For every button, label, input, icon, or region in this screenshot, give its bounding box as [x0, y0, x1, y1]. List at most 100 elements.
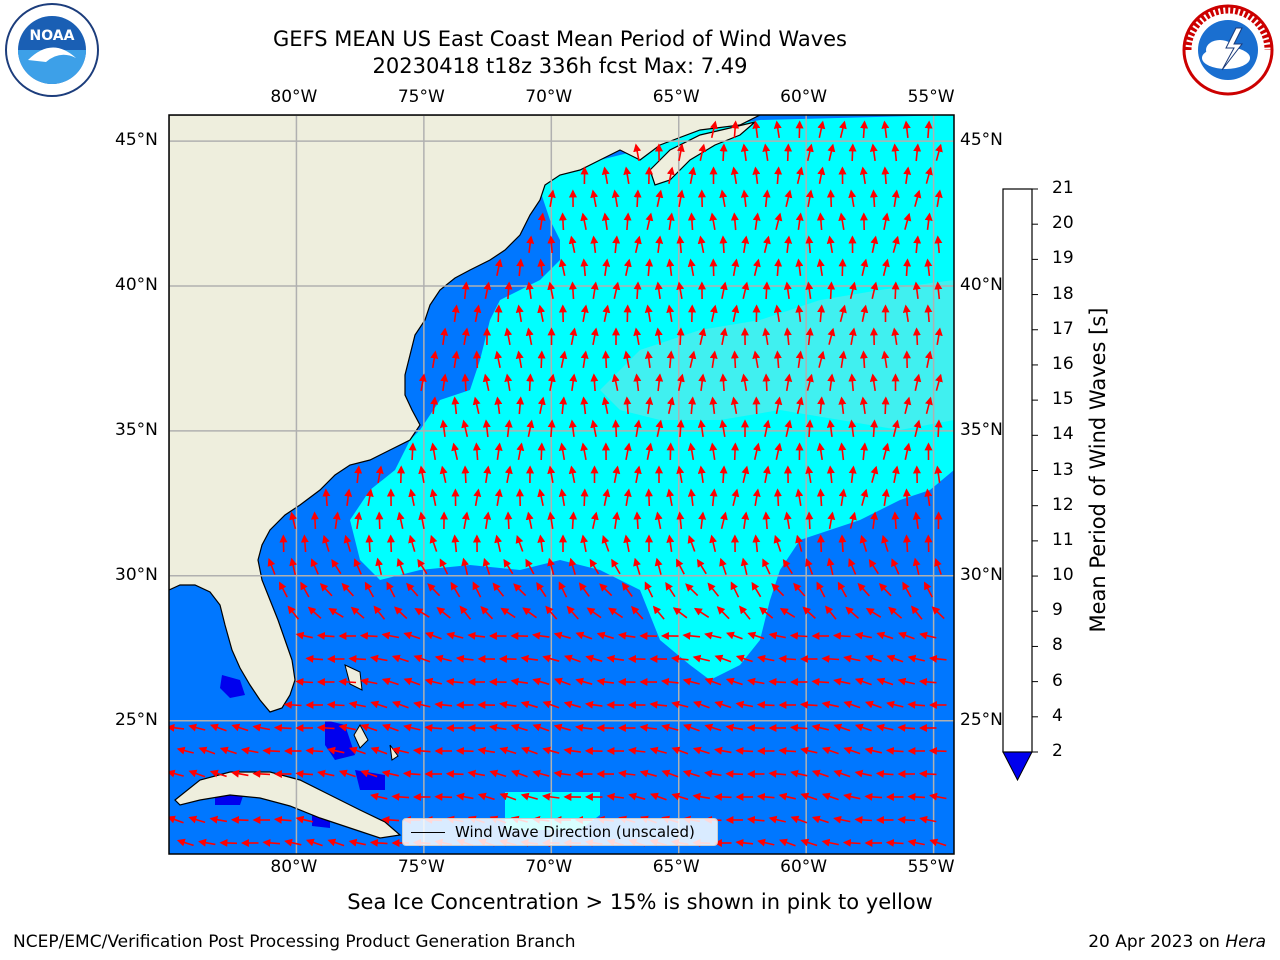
wind-wave-arrow — [417, 558, 428, 575]
wind-wave-arrow — [924, 258, 933, 276]
lat-tick-label-right: 45°N — [960, 130, 1003, 151]
wind-wave-arrow — [854, 631, 872, 640]
wind-wave-arrow — [924, 212, 933, 231]
wind-wave-arrow — [826, 557, 835, 575]
wind-wave-arrow — [826, 419, 835, 438]
wind-wave-arrow — [338, 677, 357, 686]
wind-wave-arrow — [654, 557, 663, 575]
wind-wave-arrow — [558, 581, 568, 598]
wind-wave-arrow — [537, 258, 546, 276]
legend: Wind Wave Direction (unscaled) — [402, 818, 718, 846]
wind-wave-arrow — [525, 327, 534, 346]
wind-wave-arrow — [639, 723, 658, 732]
wind-wave-arrow — [789, 723, 808, 732]
wind-wave-arrow — [784, 373, 793, 392]
wind-wave-arrow — [735, 838, 754, 847]
wind-wave-arrow — [611, 373, 620, 391]
wind-wave-arrow — [461, 557, 470, 575]
wind-wave-arrow — [848, 465, 857, 483]
wind-wave-arrow — [623, 488, 632, 507]
wind-wave-arrow — [725, 631, 743, 640]
wind-wave-arrow — [499, 746, 517, 755]
colorbar-tick-label: 21 — [1052, 178, 1074, 198]
colorbar — [1002, 188, 1038, 782]
wind-wave-arrow — [848, 189, 857, 208]
wind-wave-arrow — [473, 488, 482, 507]
wind-wave-arrow — [639, 769, 657, 778]
wind-wave-arrow — [623, 166, 632, 185]
wind-wave-arrow — [800, 792, 818, 801]
wind-wave-arrow — [719, 419, 728, 438]
wind-wave-arrow — [934, 419, 943, 438]
wind-wave-arrow — [903, 396, 912, 414]
noaa-logo-text: NOAA — [30, 28, 75, 44]
wind-wave-arrow — [402, 769, 421, 778]
wind-wave-arrow — [532, 769, 550, 778]
wind-wave-arrow — [305, 838, 323, 847]
wind-wave-arrow — [870, 465, 879, 483]
wind-wave-arrow — [876, 723, 894, 732]
wind-wave-arrow — [439, 558, 449, 575]
wind-wave-arrow — [611, 189, 620, 208]
wind-wave-arrow — [902, 304, 911, 323]
wind-wave-arrow — [559, 350, 568, 368]
wind-wave-arrow — [816, 581, 826, 598]
wind-wave-arrow — [386, 534, 395, 553]
wind-wave-arrow — [231, 769, 249, 778]
wind-wave-arrow — [817, 350, 826, 368]
wind-wave-arrow — [408, 442, 417, 461]
wind-wave-arrow — [848, 327, 857, 346]
wind-wave-arrow — [698, 511, 707, 529]
wind-wave-arrow — [644, 581, 654, 598]
wind-wave-arrow — [316, 631, 335, 640]
wind-wave-arrow — [446, 631, 464, 640]
wind-wave-arrow — [295, 631, 313, 640]
wind-wave-arrow — [391, 792, 410, 801]
wind-wave-arrow — [907, 838, 925, 847]
wind-wave-arrow — [370, 654, 388, 663]
wind-wave-arrow — [520, 700, 538, 709]
wind-wave-arrow — [504, 511, 513, 530]
wind-wave-arrow — [752, 350, 761, 369]
lat-tick-label-right: 35°N — [960, 419, 1003, 440]
wind-wave-arrow — [348, 654, 367, 663]
wind-wave-arrow — [762, 143, 771, 162]
wind-wave-arrow — [903, 258, 912, 277]
wind-wave-arrow — [601, 166, 610, 185]
wind-wave-arrow — [424, 631, 442, 640]
wind-wave-arrow — [644, 304, 653, 323]
wind-wave-arrow — [912, 557, 921, 575]
wind-wave-arrow — [817, 120, 826, 138]
wind-wave-arrow — [752, 166, 761, 185]
wind-wave-arrow — [310, 558, 319, 575]
wind-wave-arrow — [654, 327, 663, 346]
wind-wave-arrow — [305, 746, 324, 755]
wind-wave-arrow — [888, 606, 903, 619]
wind-wave-arrow — [881, 258, 890, 276]
wind-wave-arrow — [811, 677, 830, 686]
wind-wave-arrow — [869, 189, 878, 208]
wind-wave-arrow — [709, 396, 718, 414]
wind-wave-arrow — [558, 488, 567, 507]
wind-wave-arrow — [606, 792, 625, 801]
wind-wave-arrow — [169, 815, 184, 824]
wind-wave-arrow — [618, 769, 636, 778]
wind-wave-arrow — [789, 631, 808, 640]
wind-wave-arrow — [762, 373, 771, 392]
wind-wave-arrow — [456, 792, 474, 801]
wind-wave-arrow — [907, 700, 926, 709]
wind-wave-arrow — [774, 442, 783, 460]
wind-wave-arrow — [455, 654, 474, 663]
wind-wave-arrow — [730, 581, 740, 598]
wind-wave-arrow — [928, 654, 947, 663]
wind-wave-arrow — [494, 350, 503, 368]
wind-wave-arrow — [513, 583, 527, 597]
wind-wave-arrow — [935, 373, 943, 391]
wind-wave-arrow — [489, 723, 507, 732]
wind-wave-arrow — [925, 396, 933, 414]
wind-wave-arrow — [843, 792, 861, 801]
wind-wave-arrow — [676, 558, 685, 575]
wind-wave-arrow — [412, 746, 431, 755]
wind-wave-arrow — [827, 281, 836, 300]
wind-wave-arrow — [688, 396, 697, 415]
